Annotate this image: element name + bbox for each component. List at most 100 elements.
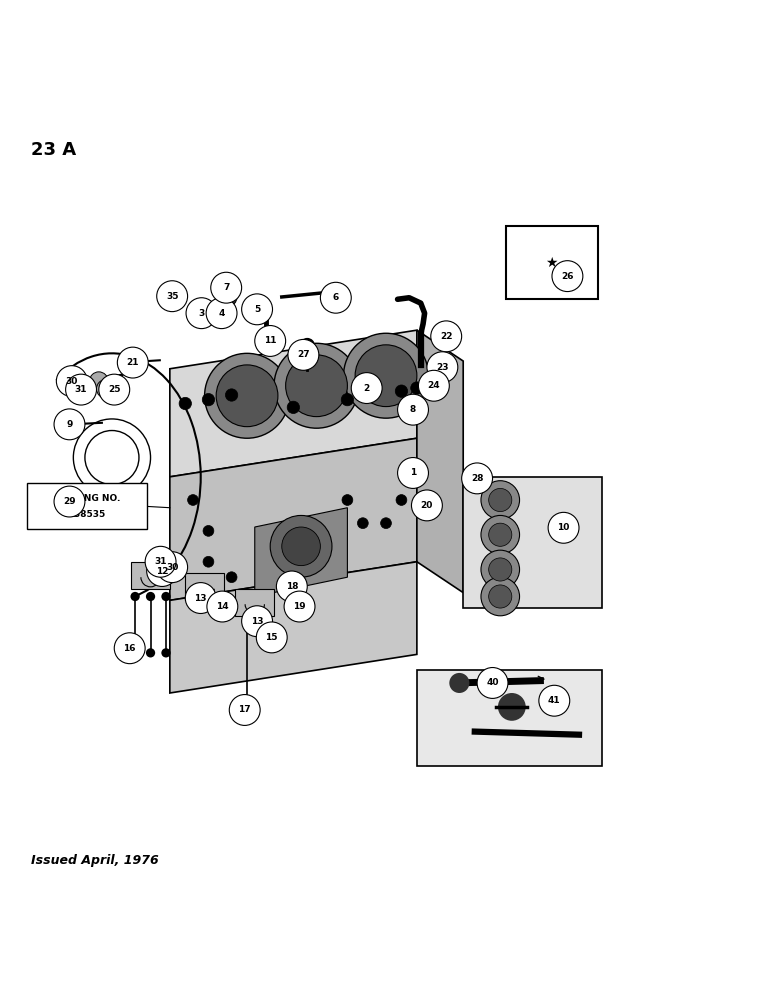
Circle shape [498,693,526,721]
Circle shape [539,685,570,716]
Circle shape [211,272,242,303]
Text: 23: 23 [436,363,449,372]
Text: 31: 31 [154,557,167,566]
Circle shape [282,527,320,566]
Text: 11: 11 [264,336,276,345]
Circle shape [147,556,178,586]
Circle shape [188,495,198,505]
Text: 13: 13 [195,594,207,603]
Circle shape [157,552,188,583]
Text: 20: 20 [421,501,433,510]
Text: 15: 15 [266,633,278,642]
Circle shape [130,648,140,657]
Text: 4: 4 [218,309,225,318]
Circle shape [225,389,238,401]
Circle shape [381,518,391,529]
Circle shape [548,512,579,543]
Circle shape [300,338,315,353]
Circle shape [357,518,368,529]
Circle shape [242,700,252,711]
Circle shape [54,486,85,517]
Text: 23 A: 23 A [31,141,76,159]
Circle shape [431,321,462,352]
Text: 17: 17 [239,705,251,714]
Circle shape [218,288,237,306]
Text: 30: 30 [166,563,178,572]
Circle shape [146,648,155,657]
Circle shape [161,648,171,657]
Circle shape [552,261,583,292]
Circle shape [62,417,77,432]
Circle shape [398,394,428,425]
Circle shape [54,409,85,440]
Circle shape [226,572,237,583]
Text: 8: 8 [410,405,416,414]
FancyBboxPatch shape [27,483,147,529]
Circle shape [481,550,520,589]
Text: 7: 7 [223,283,229,292]
Circle shape [185,583,216,613]
Circle shape [288,339,319,370]
Circle shape [117,347,148,378]
Circle shape [114,633,145,664]
Circle shape [270,515,332,577]
Circle shape [427,352,458,383]
Circle shape [146,592,155,601]
Text: 19: 19 [293,602,306,611]
Circle shape [489,488,512,512]
Text: A38535: A38535 [68,510,106,519]
Circle shape [242,294,273,325]
Circle shape [398,458,428,488]
Bar [506,226,598,299]
Circle shape [489,523,512,546]
Polygon shape [417,670,602,766]
Circle shape [203,556,214,567]
Circle shape [287,401,300,414]
Circle shape [229,695,260,725]
Circle shape [395,385,408,397]
Polygon shape [235,589,274,616]
Circle shape [203,525,214,536]
Polygon shape [131,562,170,589]
Text: 13: 13 [251,617,263,626]
Circle shape [411,490,442,521]
Polygon shape [170,330,417,477]
Circle shape [396,495,407,505]
Circle shape [242,606,273,637]
Circle shape [161,592,171,601]
Circle shape [206,298,237,329]
Text: CASTING NO.: CASTING NO. [54,494,120,503]
Text: 12: 12 [156,567,168,576]
Text: 16: 16 [124,644,136,653]
Circle shape [489,558,512,581]
Text: 10: 10 [557,523,570,532]
Text: 22: 22 [440,332,452,341]
Text: 14: 14 [216,602,229,611]
Circle shape [96,380,115,398]
Circle shape [66,374,96,405]
Circle shape [481,515,520,554]
Text: 9: 9 [66,420,73,429]
Circle shape [481,481,520,519]
Text: 5: 5 [254,305,260,314]
Circle shape [342,495,353,505]
Text: 29: 29 [63,497,76,506]
Text: 26: 26 [561,272,574,281]
Text: 25: 25 [108,385,120,394]
Circle shape [90,372,108,390]
Circle shape [157,281,188,312]
Circle shape [145,546,176,577]
Text: 24: 24 [428,381,440,390]
Polygon shape [185,573,224,600]
Circle shape [284,591,315,622]
Polygon shape [463,477,602,608]
Circle shape [99,374,130,405]
Polygon shape [170,562,417,693]
Circle shape [341,393,354,406]
Circle shape [202,393,215,406]
Circle shape [481,577,520,616]
Text: 2: 2 [364,384,370,393]
Circle shape [205,353,290,438]
Circle shape [320,282,351,313]
Circle shape [256,622,287,653]
